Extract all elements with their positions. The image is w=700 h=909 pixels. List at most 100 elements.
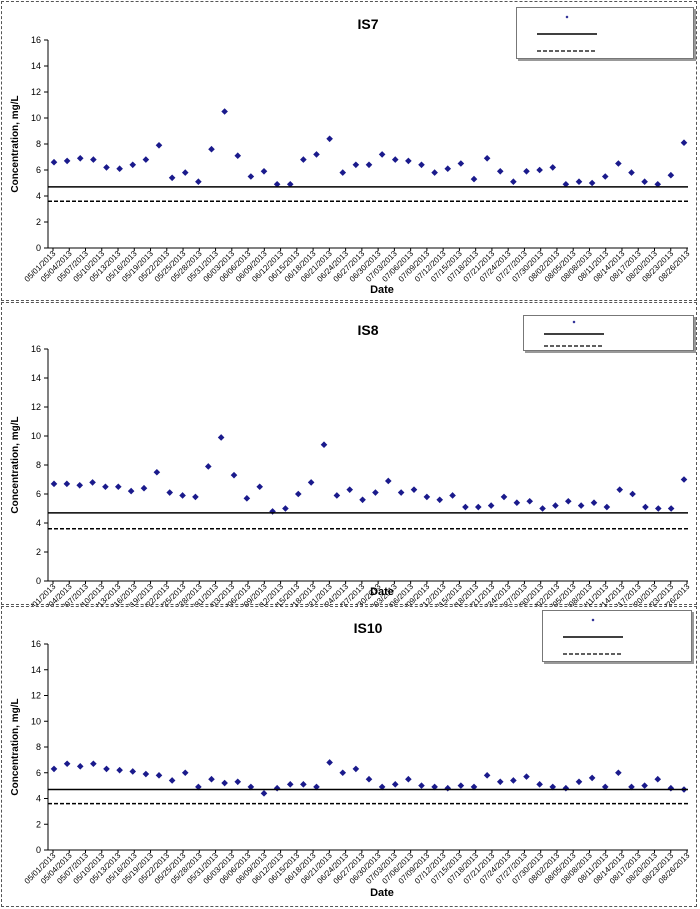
data-point: [116, 165, 123, 172]
data-point: [601, 783, 609, 791]
data-point: [50, 765, 58, 773]
data-point: [103, 765, 110, 773]
data-point: [179, 492, 186, 499]
data-point: [269, 508, 276, 515]
y-tick-label: 10: [31, 431, 41, 441]
data-point: [273, 784, 281, 792]
y-tick-label: 8: [36, 460, 41, 470]
data-point: [142, 156, 150, 163]
data-point: [142, 770, 150, 778]
data-point: [102, 483, 109, 491]
data-point: [654, 181, 662, 188]
y-axis-label: Concentration, mg/L: [10, 698, 21, 795]
data-point: [90, 760, 97, 768]
data-point: [628, 783, 635, 791]
y-tick-label: 12: [31, 691, 41, 701]
data-point: [510, 777, 517, 784]
data-point: [181, 169, 189, 176]
data-point: [562, 784, 570, 792]
y-tick-label: 14: [31, 373, 41, 383]
data-point: [431, 169, 438, 176]
data-point: [549, 164, 557, 171]
data-point: [76, 155, 84, 162]
data-point: [168, 174, 176, 182]
legend-symbol-marker: [565, 15, 569, 19]
data-point: [208, 145, 215, 153]
data-point: [195, 783, 202, 791]
data-point: [90, 156, 97, 163]
data-point: [588, 179, 596, 187]
y-tick-label: 2: [36, 547, 41, 557]
data-point: [307, 479, 315, 486]
data-point: [628, 169, 635, 176]
data-point: [300, 781, 307, 788]
data-point: [667, 505, 675, 512]
data-point: [326, 759, 333, 766]
data-point: [116, 766, 123, 774]
x-axis-label: Date: [370, 887, 394, 899]
y-tick-label: 16: [31, 35, 41, 45]
y-tick-label: 4: [36, 518, 41, 528]
y-tick-label: 12: [31, 87, 41, 97]
y-tick-label: 0: [36, 576, 41, 586]
data-point: [384, 477, 392, 485]
data-point: [444, 784, 452, 792]
y-tick-label: 16: [31, 344, 41, 354]
data-point: [192, 493, 199, 501]
y-tick-label: 10: [31, 716, 41, 726]
data-point: [221, 779, 228, 787]
y-tick-label: 0: [36, 845, 41, 855]
y-axis-label: Concentration, mg/L: [10, 95, 21, 192]
data-point: [616, 486, 624, 493]
legend-symbol-solid: [537, 33, 597, 35]
chart-panel-is7: IS7 0 2 4 6 8 10 12 14 16 Concentration, mg/L 05/01…: [1, 1, 697, 301]
data-point: [63, 480, 71, 488]
x-axis-label: Date: [370, 284, 394, 296]
data-point: [629, 490, 636, 498]
data-point: [155, 142, 163, 149]
data-point: [470, 783, 478, 791]
data-point: [500, 493, 508, 501]
data-point: [294, 490, 302, 498]
data-point: [372, 489, 379, 496]
data-point: [76, 482, 84, 489]
data-point: [168, 777, 176, 784]
data-point: [457, 160, 465, 167]
data-point: [588, 774, 596, 782]
data-point: [391, 781, 399, 788]
x-axis-label: Date: [370, 586, 394, 598]
chart-panel-is8: IS8 0 2 4 6 8 10 12 14 16 Concentration, mg/L 05/01…: [1, 302, 697, 606]
data-point: [155, 772, 163, 779]
data-point: [286, 781, 294, 788]
legend: [542, 610, 692, 662]
data-point: [114, 483, 122, 491]
legend-symbol-dashed: [544, 345, 604, 347]
data-point: [536, 166, 543, 174]
data-point: [260, 790, 268, 797]
data-point: [667, 171, 675, 179]
data-point: [615, 160, 622, 167]
data-point: [365, 775, 373, 783]
data-point: [642, 503, 649, 511]
data-point: [667, 784, 675, 792]
chart-title: IS8: [357, 322, 378, 338]
data-point: [234, 778, 242, 786]
data-point: [641, 178, 648, 185]
data-point: [483, 155, 491, 162]
data-point: [577, 502, 585, 509]
data-point: [378, 151, 386, 158]
data-point: [256, 483, 264, 491]
data-point: [127, 487, 135, 495]
y-tick-label: 14: [31, 665, 41, 675]
data-point: [378, 783, 386, 791]
data-point: [496, 778, 504, 786]
data-point: [470, 175, 478, 183]
y-tick-label: 10: [31, 113, 41, 123]
data-point: [63, 157, 71, 165]
data-point: [603, 503, 611, 511]
data-point: [103, 164, 110, 171]
data-point: [615, 769, 622, 777]
data-point: [313, 151, 320, 158]
data-point: [444, 165, 452, 172]
